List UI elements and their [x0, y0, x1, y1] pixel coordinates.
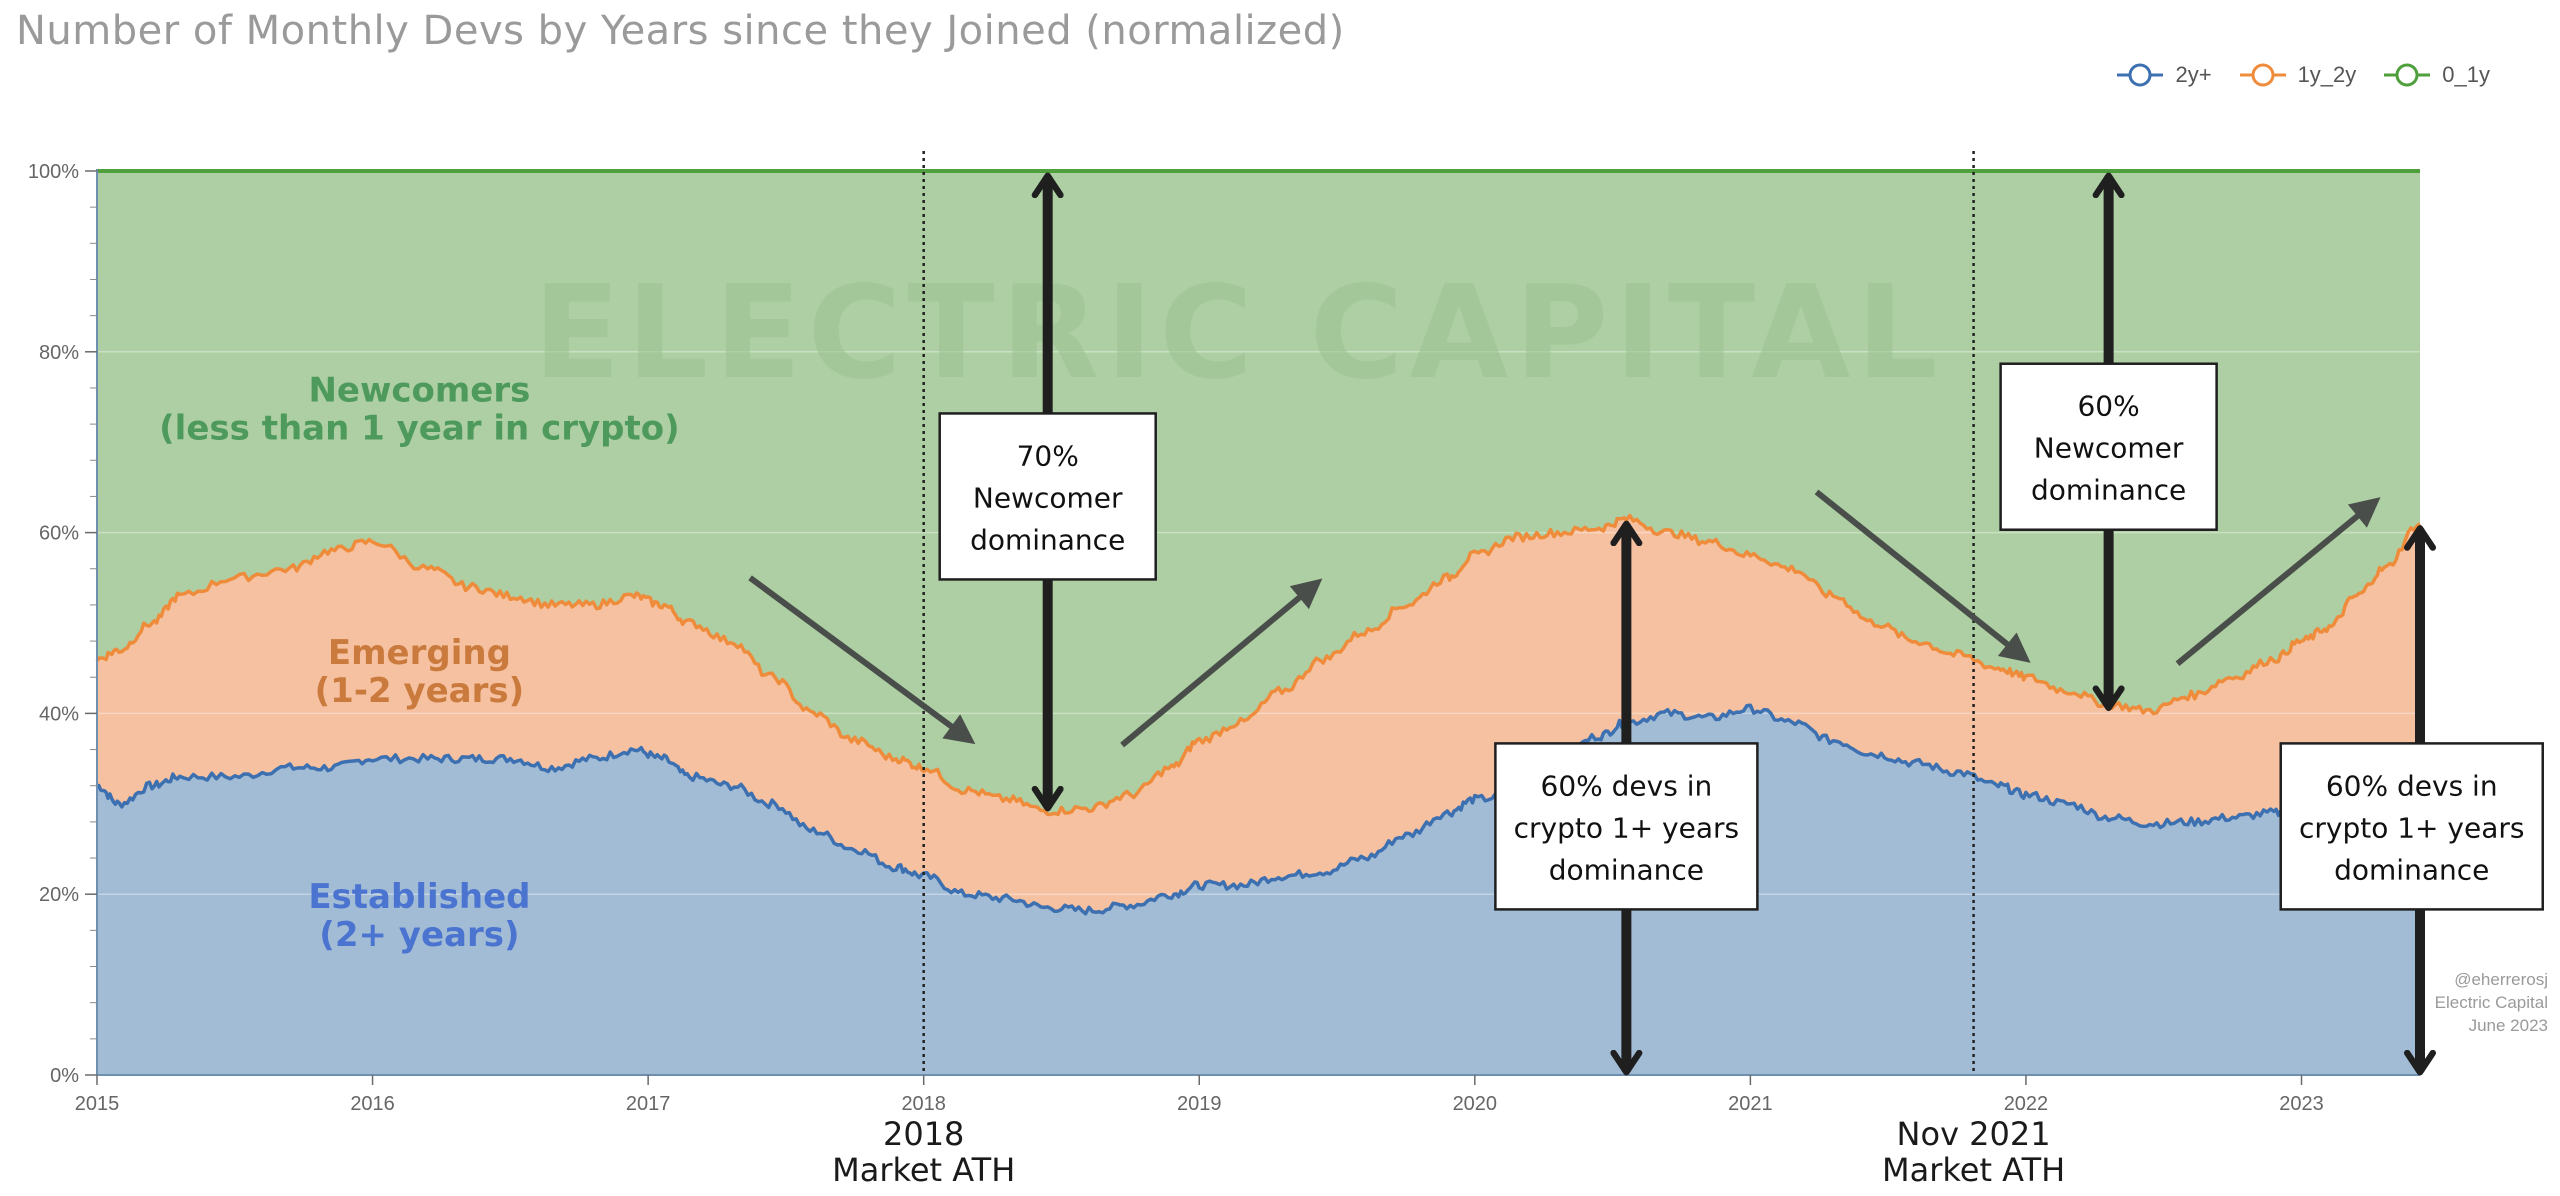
annotation-box-3 [2279, 742, 2544, 911]
legend-marker-1y-2y-icon [2239, 63, 2286, 87]
region-label-2: Established [308, 877, 530, 917]
legend-marker-2y-icon [2117, 63, 2164, 87]
legend-item-1y-2y[interactable]: 1y_2y [2239, 62, 2357, 88]
axes: 0% 20% 40% 60% 80% 100% 2015 2016 2017 2018 2019 20… [28, 161, 2420, 1115]
x-tick-label: 2023 [2279, 1093, 2324, 1115]
annotation-boxes: 70% Newcomer dominance 60% Newcomer dominance… [938, 362, 2544, 911]
watermark-text: ELECTRIC CAPITAL [533, 259, 1944, 408]
annotation-text-1-2: dominance [2031, 474, 2186, 507]
y-tick-label: 100% [28, 161, 79, 183]
credit-text: @eherrerosj Electric Capital June 2023 [2435, 970, 2548, 1035]
annotation-text-0-1: Newcomer [973, 481, 1123, 514]
area-2y [97, 705, 2420, 1075]
annotation-box-0 [938, 412, 1157, 581]
credit-line-0: @eherrerosj [2454, 970, 2548, 989]
y-tick-label: 80% [39, 342, 79, 364]
annotation-text-3-1: crypto 1+ years [2299, 811, 2525, 844]
y-tick-label: 60% [39, 523, 79, 545]
legend-item-0-1y[interactable]: 0_1y [2384, 62, 2490, 88]
annotation-box-1 [1999, 362, 2218, 531]
x-tick-label: 2021 [1728, 1093, 1773, 1115]
region-sublabel-2: (2+ years) [319, 915, 519, 955]
credit-line-2: June 2023 [2469, 1016, 2548, 1035]
legend: 2y+ 1y_2y 0_1y [2117, 62, 2490, 88]
annotation-text-2-2: dominance [1549, 853, 1704, 886]
series-line-2y [96, 703, 2421, 916]
y-tick-label: 20% [39, 884, 79, 906]
region-labels: Newcomers(less than 1 year in crypto) Eme… [159, 371, 680, 955]
area-fills [97, 171, 2420, 1075]
market-ath-label-1: Nov 2021 [1897, 1115, 2051, 1153]
market-ath-label-0: 2018 [883, 1115, 964, 1153]
region-label-1: Emerging [328, 633, 511, 673]
region-label-0: Newcomers [308, 371, 530, 411]
region-sublabel-0: (less than 1 year in crypto) [159, 409, 680, 449]
region-sublabel-1: (1-2 years) [315, 671, 525, 711]
annotation-text-0-0: 70% [1017, 439, 1079, 472]
annotation-text-0-2: dominance [970, 523, 1125, 556]
legend-marker-0-1y-icon [2384, 63, 2431, 87]
trend-arrow-3 [2175, 497, 2381, 666]
annotation-text-2-0: 60% devs in [1541, 769, 1713, 802]
gridlines [97, 351, 2420, 895]
trend-arrow-2 [1814, 489, 2031, 663]
series-lines [95, 169, 2422, 916]
trend-arrow-0 [748, 575, 976, 745]
annotation-text-1-0: 60% [2077, 390, 2139, 423]
annotation-text-2-1: crypto 1+ years [1514, 811, 1740, 844]
x-tick-label: 2015 [75, 1093, 120, 1115]
legend-item-2y[interactable]: 2y+ [2117, 62, 2212, 88]
annotation-box-2 [1494, 742, 1759, 911]
x-tick-label: 2017 [626, 1093, 671, 1115]
trend-arrow-1 [1120, 578, 1323, 748]
annotation-text-3-2: dominance [2334, 853, 2489, 886]
x-tick-label: 2022 [2004, 1093, 2049, 1115]
market-ath-sublabel-1: Market ATH [1882, 1151, 2065, 1189]
chart-title: Number of Monthly Devs by Years since th… [16, 8, 1345, 54]
legend-label-0-1y: 0_1y [2442, 62, 2490, 87]
x-tick-label: 2020 [1453, 1093, 1498, 1115]
y-tick-label: 0% [50, 1065, 79, 1087]
y-tick-label: 40% [39, 703, 79, 725]
x-tick-label: 2016 [350, 1093, 395, 1115]
market-ath-sublabel-0: Market ATH [832, 1151, 1015, 1189]
legend-label-2y: 2y+ [2175, 62, 2212, 87]
legend-label-1y-2y: 1y_2y [2297, 62, 2357, 87]
series-line-1y-2y [95, 513, 2422, 817]
credit-line-1: Electric Capital [2435, 993, 2548, 1012]
watermark: ELECTRIC CAPITAL [533, 259, 1944, 408]
annotation-text-1-1: Newcomer [2034, 432, 2184, 465]
annotation-text-3-0: 60% devs in [2326, 769, 2498, 802]
x-tick-label: 2018 [901, 1093, 946, 1115]
x-tick-label: 2019 [1177, 1093, 1222, 1115]
